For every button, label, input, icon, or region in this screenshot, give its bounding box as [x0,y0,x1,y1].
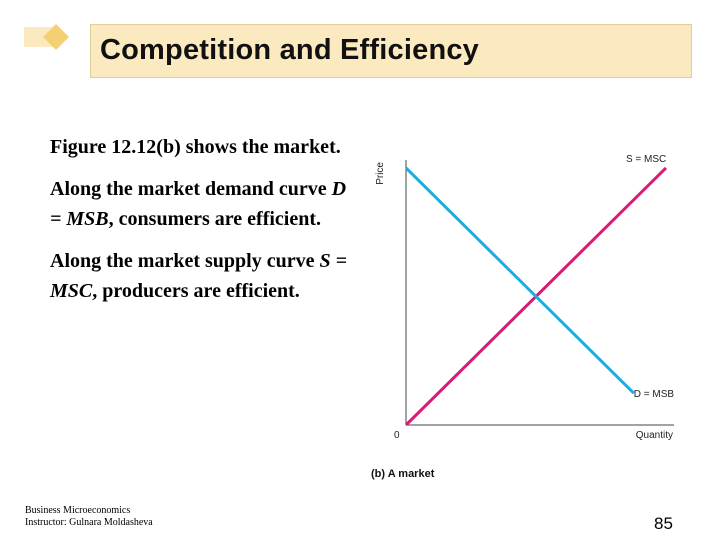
emphasis-text: S = MSC [50,250,347,302]
body-paragraph: Figure 12.12(b) shows the market. [50,132,350,162]
y-axis-label: Price [375,162,386,185]
series-line-1 [404,166,635,395]
footer: Business Microeconomics Instructor: Guln… [25,505,153,529]
market-chart: Price Quantity 0 (b) A market S = MSC D =… [371,154,675,480]
page-number: 85 [654,514,673,533]
footer-course: Business Microeconomics [25,505,131,516]
text-run: Figure 12.12(b) shows the market. [50,136,341,158]
body-text: Figure 12.12(b) shows the market. Along t… [50,132,350,318]
emphasis-text: D = MSB [50,178,347,230]
origin-label: 0 [394,430,400,441]
text-run: , producers are efficient. [92,280,300,302]
body-paragraph: Along the market demand curve D = MSB, c… [50,174,350,234]
slide-title: Competition and Efficiency [100,34,480,66]
text-run: Along the market supply curve [50,250,320,272]
series-label-0: S = MSC [626,154,666,165]
footer-instructor: Instructor: Gulnara Moldasheva [25,517,153,528]
logo-icon [24,24,70,50]
body-paragraph: Along the market supply curve S = MSC, p… [50,246,350,306]
series-label-1: D = MSB [634,389,675,400]
x-axis-label: Quantity [636,430,673,441]
chart-title: (b) A market [371,468,435,480]
text-run: Along the market demand curve [50,178,332,200]
text-run: , consumers are efficient. [108,208,321,230]
title-box: Competition and Efficiency [90,24,692,78]
